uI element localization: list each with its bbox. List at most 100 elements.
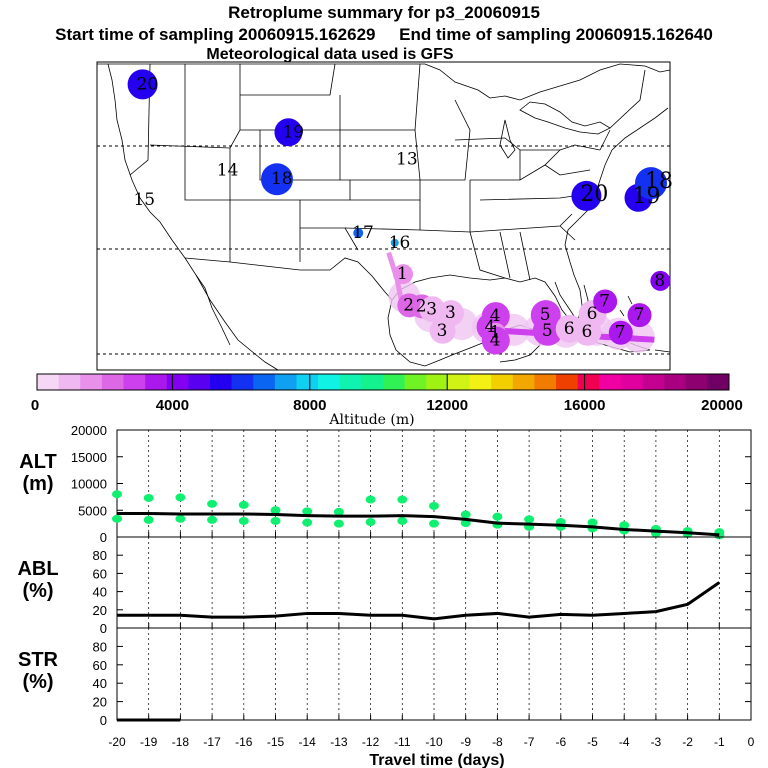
alt-point-lower <box>397 516 408 525</box>
map-day-label: 4 <box>485 317 496 337</box>
alt-point-upper <box>587 518 598 527</box>
colorbar-cell <box>274 374 297 390</box>
alt-point-upper <box>207 499 218 508</box>
colorbar-cell <box>599 374 622 390</box>
colorbar-cell <box>188 374 211 390</box>
x-tick-label: -6 <box>555 735 566 749</box>
plume-marker <box>260 163 293 196</box>
map-day-label: 19 <box>282 122 304 142</box>
panel-ylabel-line: (m) <box>22 473 53 495</box>
panel-ylabel: ALT (m) <box>19 451 56 495</box>
panel-ylabel-line: (%) <box>22 580 53 602</box>
x-tick-label: -12 <box>362 735 380 749</box>
colorbar-frame <box>36 373 730 391</box>
x-tick-label: -20 <box>108 735 126 749</box>
colorbar-cell <box>512 374 535 390</box>
map-day-label: 17 <box>352 223 374 243</box>
colorbar-cell <box>166 374 189 390</box>
colorbar-cell <box>685 374 708 390</box>
x-tick-label: -3 <box>651 735 662 749</box>
colorbar-cell <box>664 374 687 390</box>
y-tick-label: 10000 <box>71 477 107 492</box>
y-tick-label: 20 <box>93 603 107 618</box>
colorbar-cell <box>642 374 665 390</box>
plume-marker <box>573 317 602 346</box>
map-day-label: 6 <box>564 319 575 339</box>
x-tick-label: -18 <box>172 735 190 749</box>
plume-marker <box>608 320 633 345</box>
x-tick-label: -4 <box>619 735 630 749</box>
colorbar-cell <box>620 374 643 390</box>
panel-ylabel-line: STR <box>18 649 59 671</box>
met-data-note: Meteorological data used is GFS <box>206 46 454 63</box>
x-axis: -20 -19 -18 -17 -16 -15 -14 -13 -12 -11 -10 -9 -8 -7-… <box>108 735 754 749</box>
x-tick-label: -15 <box>267 735 285 749</box>
colorbar-cell <box>80 374 103 390</box>
colorbar-tick-label: 4000 <box>156 397 189 414</box>
colorbar: 0 4000 8000 12000 16000 20000 Altitude (m) <box>31 373 743 428</box>
map-day-label: 13 <box>396 150 418 170</box>
map-day-label: 6 <box>581 322 592 342</box>
map-day-label: 3 <box>445 303 456 323</box>
colorbar-tick-label: 0 <box>31 397 39 414</box>
colorbar-tick-label: 8000 <box>293 397 326 414</box>
map-day-label: 16 <box>389 233 411 253</box>
alt-point-upper <box>429 501 439 510</box>
panel-ylabel-line: (%) <box>22 671 53 693</box>
colorbar-cell <box>491 374 514 390</box>
colorbar-axis-label: Altitude (m) <box>328 412 414 428</box>
plume-marker <box>429 317 456 344</box>
alt-point-lower <box>270 516 281 525</box>
y-tick-label: 80 <box>93 639 107 654</box>
y-tick-label: 15000 <box>71 450 107 465</box>
alt-point-upper <box>302 507 313 516</box>
panel-ylabel-line: ALT <box>19 451 56 473</box>
alt-median-line <box>117 511 720 537</box>
map-day-label: 4 <box>490 331 501 351</box>
panel-alt: ALT (m) 20000 15000 10000 5000 0 <box>19 423 752 545</box>
x-tick-label: 0 <box>748 735 755 749</box>
alt-point-upper <box>238 500 249 509</box>
y-tick-label: 0 <box>100 621 107 636</box>
colorbar-cell <box>339 374 362 390</box>
map-day-label: 5 <box>540 305 551 325</box>
page-title: Retroplume summary for p3_20060915 <box>228 3 540 22</box>
y-tick-label: 20 <box>93 695 107 710</box>
plume-marker <box>274 118 303 147</box>
x-tick-label: -19 <box>140 735 158 749</box>
x-tick-label: -16 <box>235 735 253 749</box>
colorbar-cell <box>145 374 168 390</box>
plume-marker <box>650 270 671 291</box>
plume-marker <box>393 264 414 285</box>
plume-marker <box>127 69 158 100</box>
map-day-label: 3 <box>437 321 448 341</box>
panel-abl: ABL (%) 80 60 40 20 0 <box>17 536 752 636</box>
colorbar-cell <box>58 374 81 390</box>
map-day-label: 8 <box>654 271 665 291</box>
y-tick-label: 40 <box>93 585 107 600</box>
map-day-label: 20 <box>137 74 159 94</box>
map-day-label: 4 <box>490 306 501 326</box>
alt-point-lower <box>302 518 313 527</box>
panel-ylabel: ABL (%) <box>17 558 58 602</box>
map-day-label: 19 <box>632 184 660 209</box>
colorbar-cell <box>404 374 427 390</box>
map-day-label: 7 <box>615 323 626 343</box>
y-tick-label: 40 <box>93 676 107 691</box>
alt-point-upper <box>175 493 186 502</box>
colorbar-cell <box>101 374 124 390</box>
y-tick-label: 80 <box>93 548 107 563</box>
colorbar-cell <box>318 374 341 390</box>
y-tick-label: 0 <box>100 713 107 728</box>
colorbar-cell <box>383 374 405 390</box>
plume-marker <box>634 167 667 200</box>
map-day-label: 18 <box>271 169 293 189</box>
panel-str: STR (%) 80 60 40 20 0 <box>18 627 752 728</box>
alt-point-upper <box>397 495 408 504</box>
x-tick-label: -9 <box>460 735 471 749</box>
plume-marker <box>627 303 652 328</box>
map-day-label: 1 <box>490 323 501 343</box>
abl-line <box>117 581 721 621</box>
colorbar-cell <box>231 374 254 390</box>
